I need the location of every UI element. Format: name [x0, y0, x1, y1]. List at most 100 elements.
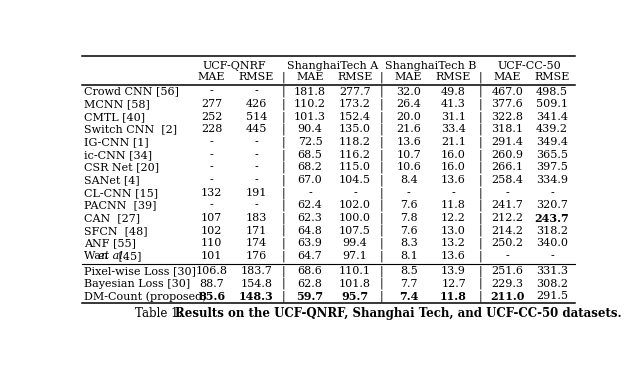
Text: |: |	[380, 237, 383, 249]
Text: 498.5: 498.5	[536, 86, 568, 96]
Text: -: -	[210, 150, 213, 160]
Text: PACNN  [39]: PACNN [39]	[84, 200, 157, 211]
Text: |: |	[282, 200, 285, 211]
Text: 13.6: 13.6	[441, 251, 466, 261]
Text: 8.1: 8.1	[400, 251, 417, 261]
Text: 115.0: 115.0	[339, 162, 371, 172]
Text: |: |	[479, 200, 482, 211]
Text: 64.7: 64.7	[298, 251, 323, 261]
Text: 13.6: 13.6	[396, 137, 421, 147]
Text: [45]: [45]	[115, 251, 141, 261]
Text: 107: 107	[201, 213, 222, 223]
Text: 365.5: 365.5	[536, 150, 568, 160]
Text: |: |	[479, 149, 482, 160]
Text: 99.4: 99.4	[342, 238, 367, 248]
Text: |: |	[479, 137, 482, 148]
Text: 266.1: 266.1	[492, 162, 524, 172]
Text: MAE: MAE	[395, 72, 422, 82]
Text: 7.6: 7.6	[400, 226, 417, 236]
Text: 63.9: 63.9	[298, 238, 323, 248]
Text: ShanghaiTech A: ShanghaiTech A	[287, 61, 378, 71]
Text: |: |	[282, 250, 285, 262]
Text: CMTL [40]: CMTL [40]	[84, 112, 145, 122]
Text: 11.8: 11.8	[441, 200, 466, 211]
Text: -: -	[210, 175, 213, 185]
Text: |: |	[380, 124, 383, 135]
Text: 211.0: 211.0	[490, 291, 524, 302]
Text: -: -	[550, 188, 554, 198]
Text: 33.4: 33.4	[441, 125, 466, 135]
Text: Wan: Wan	[84, 251, 112, 261]
Text: 100.0: 100.0	[339, 213, 371, 223]
Text: |: |	[282, 86, 285, 97]
Text: RMSE: RMSE	[337, 72, 372, 82]
Text: 7.8: 7.8	[400, 213, 417, 223]
Text: |: |	[479, 174, 482, 186]
Text: |: |	[282, 291, 285, 302]
Text: 62.4: 62.4	[298, 200, 323, 211]
Text: SANet [4]: SANet [4]	[84, 175, 140, 185]
Text: 32.0: 32.0	[396, 86, 421, 96]
Text: 68.6: 68.6	[298, 266, 323, 276]
Text: 252: 252	[201, 112, 222, 122]
Text: IG-CNN [1]: IG-CNN [1]	[84, 137, 149, 147]
Text: RMSE: RMSE	[436, 72, 471, 82]
Text: -: -	[452, 188, 456, 198]
Text: |: |	[380, 212, 383, 224]
Text: -: -	[255, 175, 258, 185]
Text: 241.7: 241.7	[492, 200, 524, 211]
Text: 377.6: 377.6	[492, 99, 523, 109]
Text: UCF-QNRF: UCF-QNRF	[202, 61, 266, 71]
Text: UCF-CC-50: UCF-CC-50	[498, 61, 561, 71]
Text: 426: 426	[246, 99, 267, 109]
Text: ShanghaiTech B: ShanghaiTech B	[385, 61, 477, 71]
Text: |: |	[380, 187, 383, 199]
Text: 349.4: 349.4	[536, 137, 568, 147]
Text: |: |	[282, 98, 285, 110]
Text: 171: 171	[246, 226, 267, 236]
Text: |: |	[380, 278, 383, 289]
Text: 62.3: 62.3	[298, 213, 323, 223]
Text: -: -	[255, 162, 258, 172]
Text: 212.2: 212.2	[492, 213, 524, 223]
Text: |: |	[479, 250, 482, 262]
Text: 102.0: 102.0	[339, 200, 371, 211]
Text: 322.8: 322.8	[492, 112, 524, 122]
Text: |: |	[479, 265, 482, 277]
Text: 21.6: 21.6	[396, 125, 421, 135]
Text: |: |	[479, 237, 482, 249]
Text: 152.4: 152.4	[339, 112, 371, 122]
Text: 439.2: 439.2	[536, 125, 568, 135]
Text: |: |	[479, 111, 482, 123]
Text: -: -	[255, 200, 258, 211]
Text: 118.2: 118.2	[339, 137, 371, 147]
Text: -: -	[506, 251, 509, 261]
Text: 110.2: 110.2	[294, 99, 326, 109]
Text: 88.7: 88.7	[199, 279, 224, 289]
Text: 228: 228	[201, 125, 222, 135]
Text: 110: 110	[201, 238, 222, 248]
Text: ANF [55]: ANF [55]	[84, 238, 136, 248]
Text: 13.2: 13.2	[441, 238, 466, 248]
Text: 26.4: 26.4	[396, 99, 421, 109]
Text: 97.1: 97.1	[342, 251, 367, 261]
Text: 10.6: 10.6	[396, 162, 421, 172]
Text: 291.4: 291.4	[492, 137, 524, 147]
Text: -: -	[353, 188, 357, 198]
Text: 467.0: 467.0	[492, 86, 524, 96]
Text: 154.8: 154.8	[241, 279, 273, 289]
Text: 308.2: 308.2	[536, 279, 568, 289]
Text: |: |	[282, 278, 285, 289]
Text: 331.3: 331.3	[536, 266, 568, 276]
Text: MAE: MAE	[296, 72, 324, 82]
Text: 107.5: 107.5	[339, 226, 371, 236]
Text: 8.3: 8.3	[400, 238, 417, 248]
Text: 7.7: 7.7	[400, 279, 417, 289]
Text: 31.1: 31.1	[441, 112, 466, 122]
Text: -: -	[210, 162, 213, 172]
Text: |: |	[479, 225, 482, 236]
Text: 509.1: 509.1	[536, 99, 568, 109]
Text: 243.7: 243.7	[535, 212, 570, 224]
Text: |: |	[479, 98, 482, 110]
Text: 260.9: 260.9	[492, 150, 524, 160]
